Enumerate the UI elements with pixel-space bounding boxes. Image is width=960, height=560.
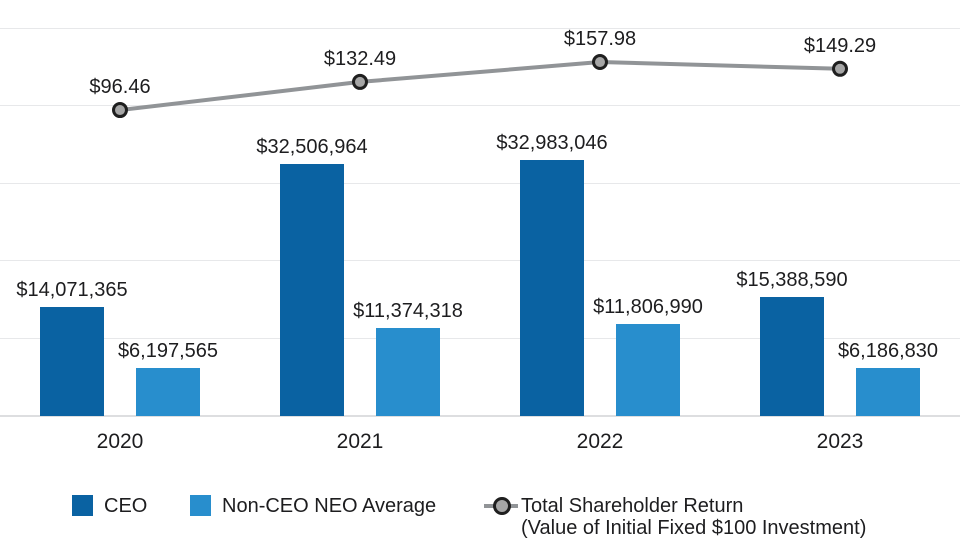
bar-value-label: $6,197,565 (117, 339, 219, 362)
tsr-marker-2022 (592, 54, 608, 71)
bar-ceo-2022 (520, 160, 584, 416)
tsr-value-label: $149.29 (803, 34, 877, 57)
legend-item-ceo: CEO (72, 495, 147, 517)
tsr-line-marker-icon (484, 495, 518, 517)
gridline (0, 182, 960, 184)
x-axis-label-2021: 2021 (336, 430, 384, 453)
tsr-marker-2023 (832, 60, 848, 77)
gridline (0, 105, 960, 107)
bar-value-label: $11,374,318 (353, 299, 463, 322)
x-axis-line (0, 415, 960, 417)
bar-value-label: $32,506,964 (256, 135, 368, 158)
tsr-value-label: $157.98 (563, 28, 637, 51)
bar-value-label: $32,983,046 (496, 132, 608, 155)
tsr-value-label: $96.46 (89, 76, 151, 99)
bar-value-label: $15,388,590 (736, 268, 848, 291)
bar-value-label: $11,806,990 (593, 296, 703, 319)
x-axis-label-2020: 2020 (96, 430, 144, 453)
legend-item-tsr: Total Shareholder Return (Value of Initi… (484, 495, 866, 539)
gridline (0, 337, 960, 339)
x-axis-label-2023: 2023 (816, 430, 864, 453)
bar-non-ceo-2022 (616, 324, 680, 416)
tsr-marker-2021 (352, 73, 368, 90)
gridline (0, 260, 960, 262)
bar-ceo-2023 (760, 296, 824, 416)
legend-label-tsr: Total Shareholder Return (Value of Initi… (521, 495, 866, 539)
legend-label-ceo: CEO (104, 495, 148, 517)
bar-ceo-2020 (40, 306, 104, 416)
bar-ceo-2021 (280, 163, 344, 416)
legend-item-non-ceo: Non-CEO NEO Average (190, 495, 436, 517)
bar-non-ceo-2020 (136, 367, 200, 416)
legend-label-tsr-line1: Total Shareholder Return (521, 495, 744, 517)
tsr-marker-2020 (112, 102, 128, 119)
gridline (0, 27, 960, 29)
tsr-line-path (119, 60, 841, 113)
x-axis-label-2022: 2022 (576, 430, 624, 453)
bar-non-ceo-2023 (856, 367, 920, 416)
tsr-value-label: $132.49 (323, 47, 397, 70)
legend-label-tsr-line2: (Value of Initial Fixed $100 Investment) (521, 517, 867, 539)
bar-non-ceo-2021 (376, 327, 440, 416)
bar-value-label: $6,186,830 (837, 339, 939, 362)
non-ceo-swatch-icon (190, 495, 211, 516)
bar-value-label: $14,071,365 (16, 278, 128, 301)
ceo-swatch-icon (72, 495, 93, 516)
legend-label-non-ceo: Non-CEO NEO Average (222, 495, 437, 517)
